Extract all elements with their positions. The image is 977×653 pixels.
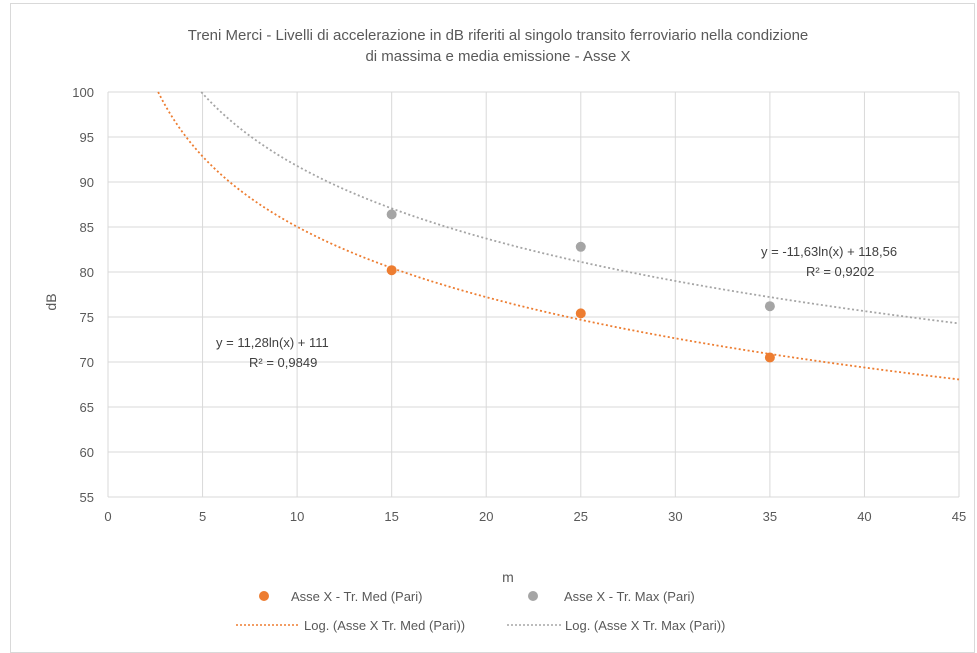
trendlines xyxy=(157,91,960,381)
y-tick-label: 80 xyxy=(80,265,94,280)
legend: Asse X - Tr. Med (Pari) Asse X - Tr. Max… xyxy=(236,589,725,633)
x-axis-title: m xyxy=(502,569,514,585)
y-axis-title: dB xyxy=(43,293,59,310)
data-point-med xyxy=(575,308,586,319)
equation-label-max: y = -11,63ln(x) + 118,56 R² = 0,9202 xyxy=(761,244,897,279)
y-tick-label: 75 xyxy=(80,310,94,325)
trendline-max xyxy=(200,91,960,325)
x-tick-label: 25 xyxy=(574,509,588,524)
x-tick-label: 20 xyxy=(479,509,493,524)
equation-label-med: y = 11,28ln(x) + 111 R² = 0,9849 xyxy=(216,335,329,370)
x-tick-label: 5 xyxy=(199,509,206,524)
gridlines xyxy=(107,91,960,498)
legend-label-med: Asse X - Tr. Med (Pari) xyxy=(291,589,422,604)
legend-marker-med xyxy=(259,591,269,601)
data-point-max xyxy=(764,301,775,312)
data-point-max xyxy=(386,209,397,220)
y-tick-label: 100 xyxy=(72,85,94,100)
x-tick-labels: 0 5 10 15 20 25 30 35 40 45 xyxy=(104,509,966,524)
legend-label-med-trend: Log. (Asse X Tr. Med (Pari)) xyxy=(304,618,465,633)
legend-label-max-trend: Log. (Asse X Tr. Max (Pari)) xyxy=(565,618,725,633)
data-points xyxy=(386,209,775,363)
chart-title: Treni Merci - Livelli di accelerazione i… xyxy=(188,27,809,65)
x-tick-label: 30 xyxy=(668,509,682,524)
r2-max: R² = 0,9202 xyxy=(806,264,874,279)
y-tick-label: 55 xyxy=(80,490,94,505)
y-tick-label: 90 xyxy=(80,175,94,190)
x-tick-label: 35 xyxy=(763,509,777,524)
equation-med: y = 11,28ln(x) + 111 xyxy=(216,335,329,350)
r2-med: R² = 0,9849 xyxy=(249,355,317,370)
y-tick-label: 95 xyxy=(80,130,94,145)
x-tick-label: 0 xyxy=(104,509,111,524)
chart-svg: Treni Merci - Livelli di accelerazione i… xyxy=(43,27,966,633)
equation-max: y = -11,63ln(x) + 118,56 xyxy=(761,244,897,259)
y-tick-label: 60 xyxy=(80,445,94,460)
legend-label-max: Asse X - Tr. Max (Pari) xyxy=(564,589,695,604)
x-tick-label: 15 xyxy=(384,509,398,524)
chart-title-line-1: Treni Merci - Livelli di accelerazione i… xyxy=(188,27,809,44)
chart-frame: Treni Merci - Livelli di accelerazione i… xyxy=(10,3,975,653)
y-tick-label: 70 xyxy=(80,355,94,370)
x-tick-label: 40 xyxy=(857,509,871,524)
y-tick-label: 65 xyxy=(80,400,94,415)
y-tick-label: 85 xyxy=(80,220,94,235)
legend-marker-max xyxy=(528,591,538,601)
x-tick-label: 10 xyxy=(290,509,304,524)
trendline-med xyxy=(157,91,960,381)
data-point-med xyxy=(764,352,775,363)
x-tick-label: 45 xyxy=(952,509,966,524)
y-tick-labels: 55 60 65 70 75 80 85 90 95 100 xyxy=(72,85,94,505)
data-point-med xyxy=(386,265,397,276)
chart-title-line-2: di massima e media emissione - Asse X xyxy=(365,48,630,65)
data-point-max xyxy=(575,241,586,252)
